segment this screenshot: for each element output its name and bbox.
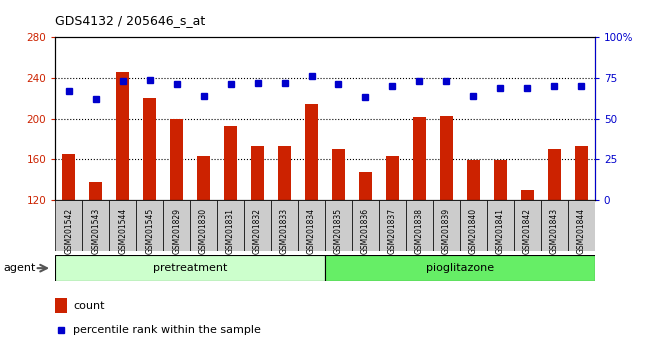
Text: GSM201543: GSM201543 [91, 208, 100, 254]
Text: percentile rank within the sample: percentile rank within the sample [73, 325, 261, 335]
Bar [55, 255, 325, 281]
Bar [217, 200, 244, 251]
Bar [163, 200, 190, 251]
Bar [547, 149, 561, 200]
Bar [514, 200, 541, 251]
Bar [359, 171, 372, 200]
Bar [55, 200, 83, 251]
Bar [325, 200, 352, 251]
Text: GSM201838: GSM201838 [415, 208, 424, 254]
Text: GSM201834: GSM201834 [307, 208, 316, 254]
Text: GSM201544: GSM201544 [118, 208, 127, 254]
Text: GSM201830: GSM201830 [199, 208, 208, 254]
Text: GSM201832: GSM201832 [253, 208, 262, 254]
Text: GSM201844: GSM201844 [577, 208, 586, 254]
Bar [568, 200, 595, 251]
Bar [271, 200, 298, 251]
Bar [541, 200, 568, 251]
Bar [332, 149, 345, 200]
Text: GSM201843: GSM201843 [550, 208, 559, 254]
Text: GSM201837: GSM201837 [388, 208, 397, 254]
Text: GSM201835: GSM201835 [334, 208, 343, 254]
Bar [325, 255, 595, 281]
Text: pioglitazone: pioglitazone [426, 263, 494, 273]
Text: GSM201842: GSM201842 [523, 208, 532, 254]
Text: GSM201833: GSM201833 [280, 208, 289, 254]
Bar [433, 200, 460, 251]
Bar [143, 98, 157, 200]
Bar [190, 200, 217, 251]
Text: agent: agent [3, 263, 36, 273]
Text: GSM201839: GSM201839 [442, 208, 451, 254]
Bar [136, 200, 163, 251]
Text: GSM201542: GSM201542 [64, 208, 73, 254]
Bar [385, 156, 399, 200]
Bar [244, 200, 271, 251]
Bar [493, 160, 507, 200]
Bar [251, 146, 265, 200]
Bar [62, 154, 75, 200]
Bar [467, 160, 480, 200]
Bar [413, 116, 426, 200]
Bar [109, 200, 136, 251]
Text: GSM201831: GSM201831 [226, 208, 235, 254]
Bar [55, 298, 67, 313]
Bar [575, 146, 588, 200]
Text: GDS4132 / 205646_s_at: GDS4132 / 205646_s_at [55, 14, 205, 27]
Bar [305, 104, 318, 200]
Bar [352, 200, 379, 251]
Bar [406, 200, 433, 251]
Bar [521, 190, 534, 200]
Bar [487, 200, 514, 251]
Bar [460, 200, 487, 251]
Bar [170, 119, 183, 200]
Bar [82, 200, 109, 251]
Bar [197, 156, 211, 200]
Bar [298, 200, 325, 251]
Text: count: count [73, 301, 105, 311]
Text: GSM201836: GSM201836 [361, 208, 370, 254]
Bar [439, 115, 453, 200]
Text: GSM201841: GSM201841 [496, 208, 505, 254]
Text: GSM201840: GSM201840 [469, 208, 478, 254]
Text: GSM201829: GSM201829 [172, 208, 181, 254]
Text: pretreatment: pretreatment [153, 263, 228, 273]
Text: GSM201545: GSM201545 [145, 208, 154, 254]
Bar [224, 126, 237, 200]
Bar [379, 200, 406, 251]
Bar [89, 182, 103, 200]
Bar [278, 146, 291, 200]
Bar [116, 72, 129, 200]
